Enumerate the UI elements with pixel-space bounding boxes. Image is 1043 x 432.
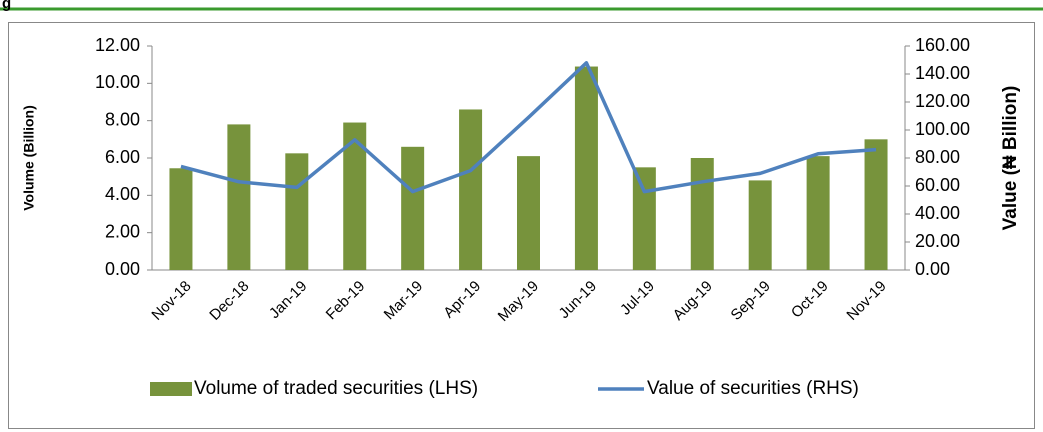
y2-tick-label: 100.00 [915,119,970,139]
y-tick-label: 12.00 [95,35,140,55]
bar [227,124,251,271]
legend-label: Volume of traded securities (LHS) [194,378,478,399]
line [180,61,877,194]
y2-tick-label: 20.00 [915,231,960,251]
bar [285,153,309,270]
y2-tick-label: 160.00 [915,35,970,55]
y2-tick-label: 60.00 [915,175,960,195]
y2-tick-label: 140.00 [915,63,970,83]
y2-tick-label: 40.00 [915,203,960,223]
bar [748,180,772,270]
bar [690,158,714,270]
bar [864,139,888,270]
legend-swatch [150,382,192,396]
y-axis-title: Volume (Billion) [21,105,37,211]
y2-tick-label: 0.00 [915,259,950,279]
y-tick-label: 2.00 [105,221,140,241]
caption: g [2,0,11,12]
bar [459,109,483,270]
y-tick-label: 6.00 [105,147,140,167]
bar [574,66,598,271]
bar [806,156,830,270]
y-tick-label: 8.00 [105,109,140,129]
bar [517,156,540,270]
legend-label: Value of securities (RHS) [647,378,859,399]
y2-axis-title: Value (₦ Billion) [1000,86,1021,231]
chart-border [8,22,1035,429]
y2-tick-label: 80.00 [915,147,960,167]
bar [632,167,656,270]
y-tick-label: 0.00 [105,259,140,279]
bar [343,122,367,271]
bar [169,168,193,270]
y-tick-label: 4.00 [105,184,140,204]
y2-tick-label: 120.00 [915,91,970,111]
y-tick-label: 10.00 [95,72,140,92]
bar [401,146,425,270]
